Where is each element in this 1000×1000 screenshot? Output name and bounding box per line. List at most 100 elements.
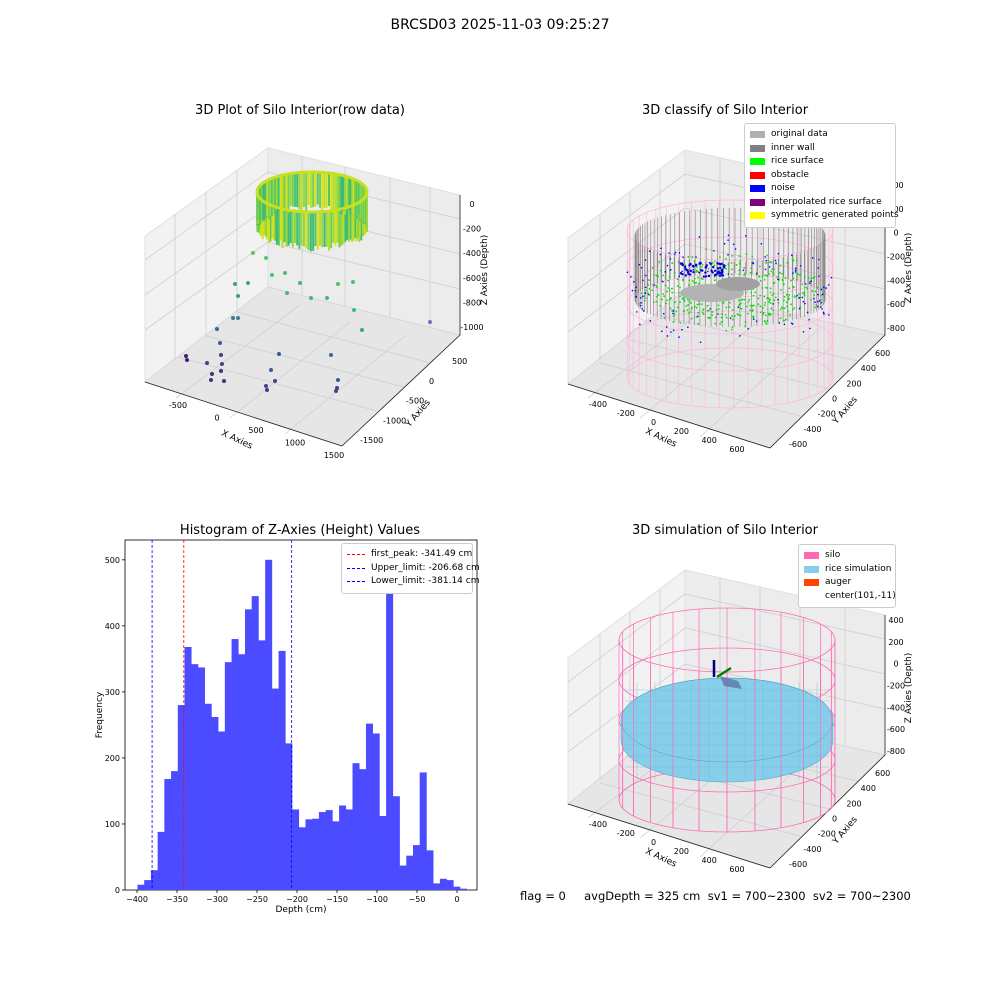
classify-noise-point [737,306,740,308]
classify-noise-point [813,297,815,300]
status-footer: flag = 0 avgDepth = 325 cm sv1 = 700~230… [520,889,911,903]
classify-noise-point [794,271,797,273]
classify-noise-point [698,236,701,238]
classify-noise-point [692,270,695,274]
classify-rice-point [772,268,775,270]
classify-rice-point [666,290,668,293]
classify-rice-point [711,314,713,317]
raw-data-point [336,378,340,382]
classify-rice-point [679,301,681,304]
classify-rice-point [813,294,815,297]
classify-rice-point [652,301,655,304]
classify-noise-point [697,315,699,318]
raw-data-point [205,361,209,365]
classify-noise-point [709,262,712,266]
classify-rice-point [731,326,734,329]
classify-rice-point [744,321,747,323]
classify-plot-title: 3D classify of Silo Interior [641,103,809,118]
classify-noise-point [777,298,779,301]
raw-y-tick: 500 [452,357,467,366]
classify-rice-point [786,305,789,308]
sim-gridline [684,627,886,675]
histogram-bar [453,886,461,890]
histogram-bar [332,821,340,890]
classify-noise-point [645,274,647,277]
classify-rice-point [757,275,760,278]
legend-line-swatch [347,554,365,556]
classify-rice-point [787,296,790,298]
sim-gridline [684,593,886,640]
legend-label: rice simulation [825,563,892,574]
classify-noise-point [818,275,820,278]
classify-noise-point [659,253,662,256]
classify-rice-point [700,266,703,269]
classify-rice-point [708,316,711,319]
legend-swatch [750,212,765,220]
classify-noise-point [698,271,701,274]
sim-y-tick: 200 [846,799,861,808]
classify-noise-point [681,272,684,276]
classify-rice-point [763,278,766,281]
raw-z-tick: -800 [463,298,481,307]
raw-z-tick: -600 [463,274,481,283]
classify-noise-point [760,242,763,245]
classify-noise-point [716,267,720,270]
classify-noise-point [799,264,802,267]
histogram-bar [231,639,239,890]
sim-z-tick: -600 [887,725,905,734]
classify-legend: original data inner wall rice surface obsta… [744,123,899,228]
classify-noise-point [794,267,797,270]
raw-data-point [351,280,355,284]
histogram-bar [372,733,380,890]
classify-rice-point [694,305,696,308]
classify-rice-point [648,287,651,290]
classify-rice-point [803,276,806,279]
histogram-x-tick: 0 [454,895,459,904]
classify-noise-point [684,274,687,277]
classify-rice-point [691,279,694,282]
classify-noise-point [673,253,676,255]
classify-rice-point [820,298,823,301]
classify-rice-point [779,264,782,267]
classify-rice-point [769,287,772,290]
classify-rice-point [766,297,769,299]
sim-y-tick: -200 [818,830,836,839]
histogram-title: Histogram of Z-Axies (Height) Values [179,523,421,538]
classify-rice-point [771,268,774,270]
raw-y-tick: -500 [406,397,424,406]
raw-gridline [267,241,461,290]
legend-label: obstacle [771,169,809,180]
classify-rice-point [743,267,746,269]
classify-rice-point [779,308,782,311]
classify-rice-point [677,291,680,294]
classify-rice-point [647,283,649,286]
classify-noise-point [752,261,754,264]
legend-label: Upper_limit: -206.68 cm [371,562,480,573]
classify-rice-point [759,311,762,314]
simulation-legend-entry: silo [804,549,890,563]
classify-rice-point [788,287,791,290]
classify-rice-point [750,267,753,270]
classify-rice-point [749,304,752,307]
classify-noise-point [830,276,833,279]
classify-noise-point [828,284,830,286]
classify-rice-point [739,302,742,305]
raw-data-point [283,271,287,275]
classify-noise-point [806,311,809,314]
classify-rice-point [731,318,734,321]
raw-data-point [270,273,274,277]
legend-label: original data [771,129,828,139]
classify-rice-point [763,274,766,277]
classify-gridline [567,173,686,263]
classify-noise-point [640,301,642,304]
classify-noise-point [794,269,797,272]
classify-rice-point [776,276,779,278]
raw-axis-line [144,381,343,447]
raw-data-point [246,281,250,285]
classify-rice-point [792,259,795,262]
histogram-y-tick: 100 [105,820,120,829]
classify-rice-point [772,292,775,295]
classify-noise-point [672,329,675,332]
raw-data-point [360,328,364,332]
classify-rice-point [768,299,771,302]
